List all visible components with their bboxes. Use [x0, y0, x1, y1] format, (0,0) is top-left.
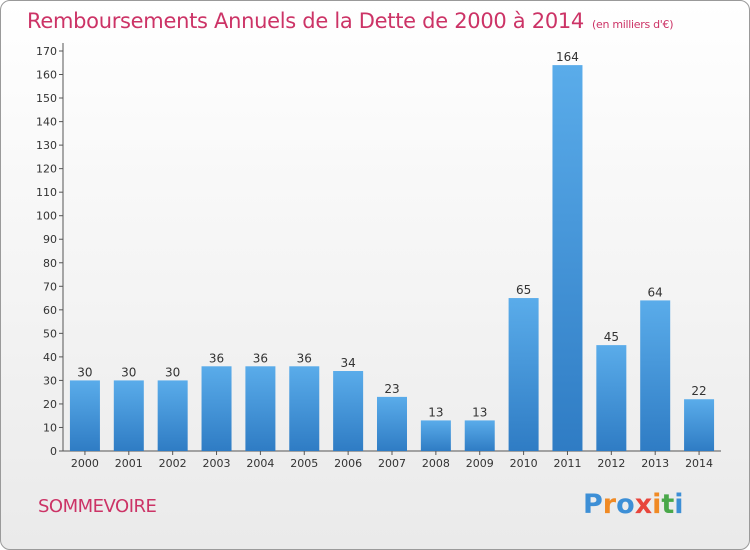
y-tick-label: 140 [36, 116, 57, 129]
bar-2008 [420, 420, 451, 451]
data-label-2002: 30 [165, 365, 180, 379]
logo-letter: t [661, 489, 675, 520]
bar-2010 [508, 298, 539, 451]
bar-2005 [289, 366, 320, 451]
bar-2012 [596, 345, 627, 451]
logo-letter: o [616, 489, 635, 520]
x-tick-label-2004: 2004 [246, 457, 274, 470]
y-tick-label: 160 [36, 69, 57, 82]
bar-2013 [640, 300, 671, 451]
x-tick-label-2002: 2002 [159, 457, 187, 470]
bar-2014 [684, 399, 715, 451]
y-tick-label: 0 [50, 445, 57, 458]
x-tick-label-2001: 2001 [115, 457, 143, 470]
y-tick-label: 70 [43, 280, 57, 293]
y-tick-label: 90 [43, 233, 57, 246]
x-tick-label-2012: 2012 [597, 457, 625, 470]
unit-label: (en milliers d'€) [592, 18, 674, 31]
bar-2001 [113, 380, 144, 451]
data-label-2007: 23 [384, 382, 399, 396]
y-tick-label: 30 [43, 374, 57, 387]
y-tick-label: 60 [43, 304, 57, 317]
data-label-2008: 13 [428, 405, 443, 419]
y-tick-label: 170 [36, 45, 57, 58]
bar-2006 [333, 371, 364, 451]
x-tick-label-2003: 2003 [203, 457, 231, 470]
x-tick-label-2010: 2010 [510, 457, 538, 470]
data-label-2014: 22 [691, 384, 706, 398]
y-tick-label: 50 [43, 327, 57, 340]
data-label-2001: 30 [121, 365, 136, 379]
data-label-2006: 34 [340, 356, 355, 370]
x-tick-label-2009: 2009 [466, 457, 494, 470]
x-tick-label-2005: 2005 [290, 457, 318, 470]
y-tick-label: 20 [43, 398, 57, 411]
y-tick-label: 150 [36, 92, 57, 105]
logo-letter: i [652, 489, 662, 520]
bar-2007 [377, 396, 407, 451]
y-tick-label: 130 [36, 139, 57, 152]
x-tick-label-2006: 2006 [334, 457, 362, 470]
bar-2009 [464, 420, 495, 451]
y-tick-label: 120 [36, 163, 57, 176]
data-label-2005: 36 [297, 351, 312, 365]
y-tick-label: 110 [36, 186, 57, 199]
x-tick-label-2008: 2008 [422, 457, 450, 470]
y-tick-label: 10 [43, 421, 57, 434]
x-tick-label-2007: 2007 [378, 457, 406, 470]
bar-2002 [157, 380, 188, 451]
commune-name: SOMMEVOIRE [38, 496, 157, 517]
data-label-2000: 30 [77, 365, 92, 379]
x-tick-label-2011: 2011 [553, 457, 581, 470]
bar-2000 [69, 380, 100, 451]
bar-2003 [201, 366, 232, 451]
data-label-2013: 64 [648, 285, 663, 299]
y-tick-label: 40 [43, 351, 57, 364]
proxiti-logo: Proxiti [583, 489, 684, 520]
x-tick-label-2013: 2013 [641, 457, 669, 470]
logo-letter: x [634, 489, 653, 520]
y-tick-label: 100 [36, 210, 57, 223]
x-tick-label-2014: 2014 [685, 457, 713, 470]
data-label-2010: 65 [516, 283, 531, 297]
data-label-2012: 45 [604, 330, 619, 344]
logo-letter: P [583, 489, 603, 520]
data-label-2011: 164 [556, 50, 579, 64]
chart-title: Remboursements Annuels de la Dette de 20… [27, 9, 673, 33]
x-tick-label-2000: 2000 [71, 457, 99, 470]
bar-2011 [552, 65, 583, 451]
y-tick-label: 80 [43, 257, 57, 270]
logo-letter: i [674, 489, 684, 520]
bar-2004 [245, 366, 276, 451]
data-label-2009: 13 [472, 405, 487, 419]
data-label-2003: 36 [209, 351, 224, 365]
logo-letter: r [602, 489, 617, 520]
data-label-2004: 36 [253, 351, 268, 365]
chart-title-text: Remboursements Annuels de la Dette de 20… [27, 9, 584, 33]
